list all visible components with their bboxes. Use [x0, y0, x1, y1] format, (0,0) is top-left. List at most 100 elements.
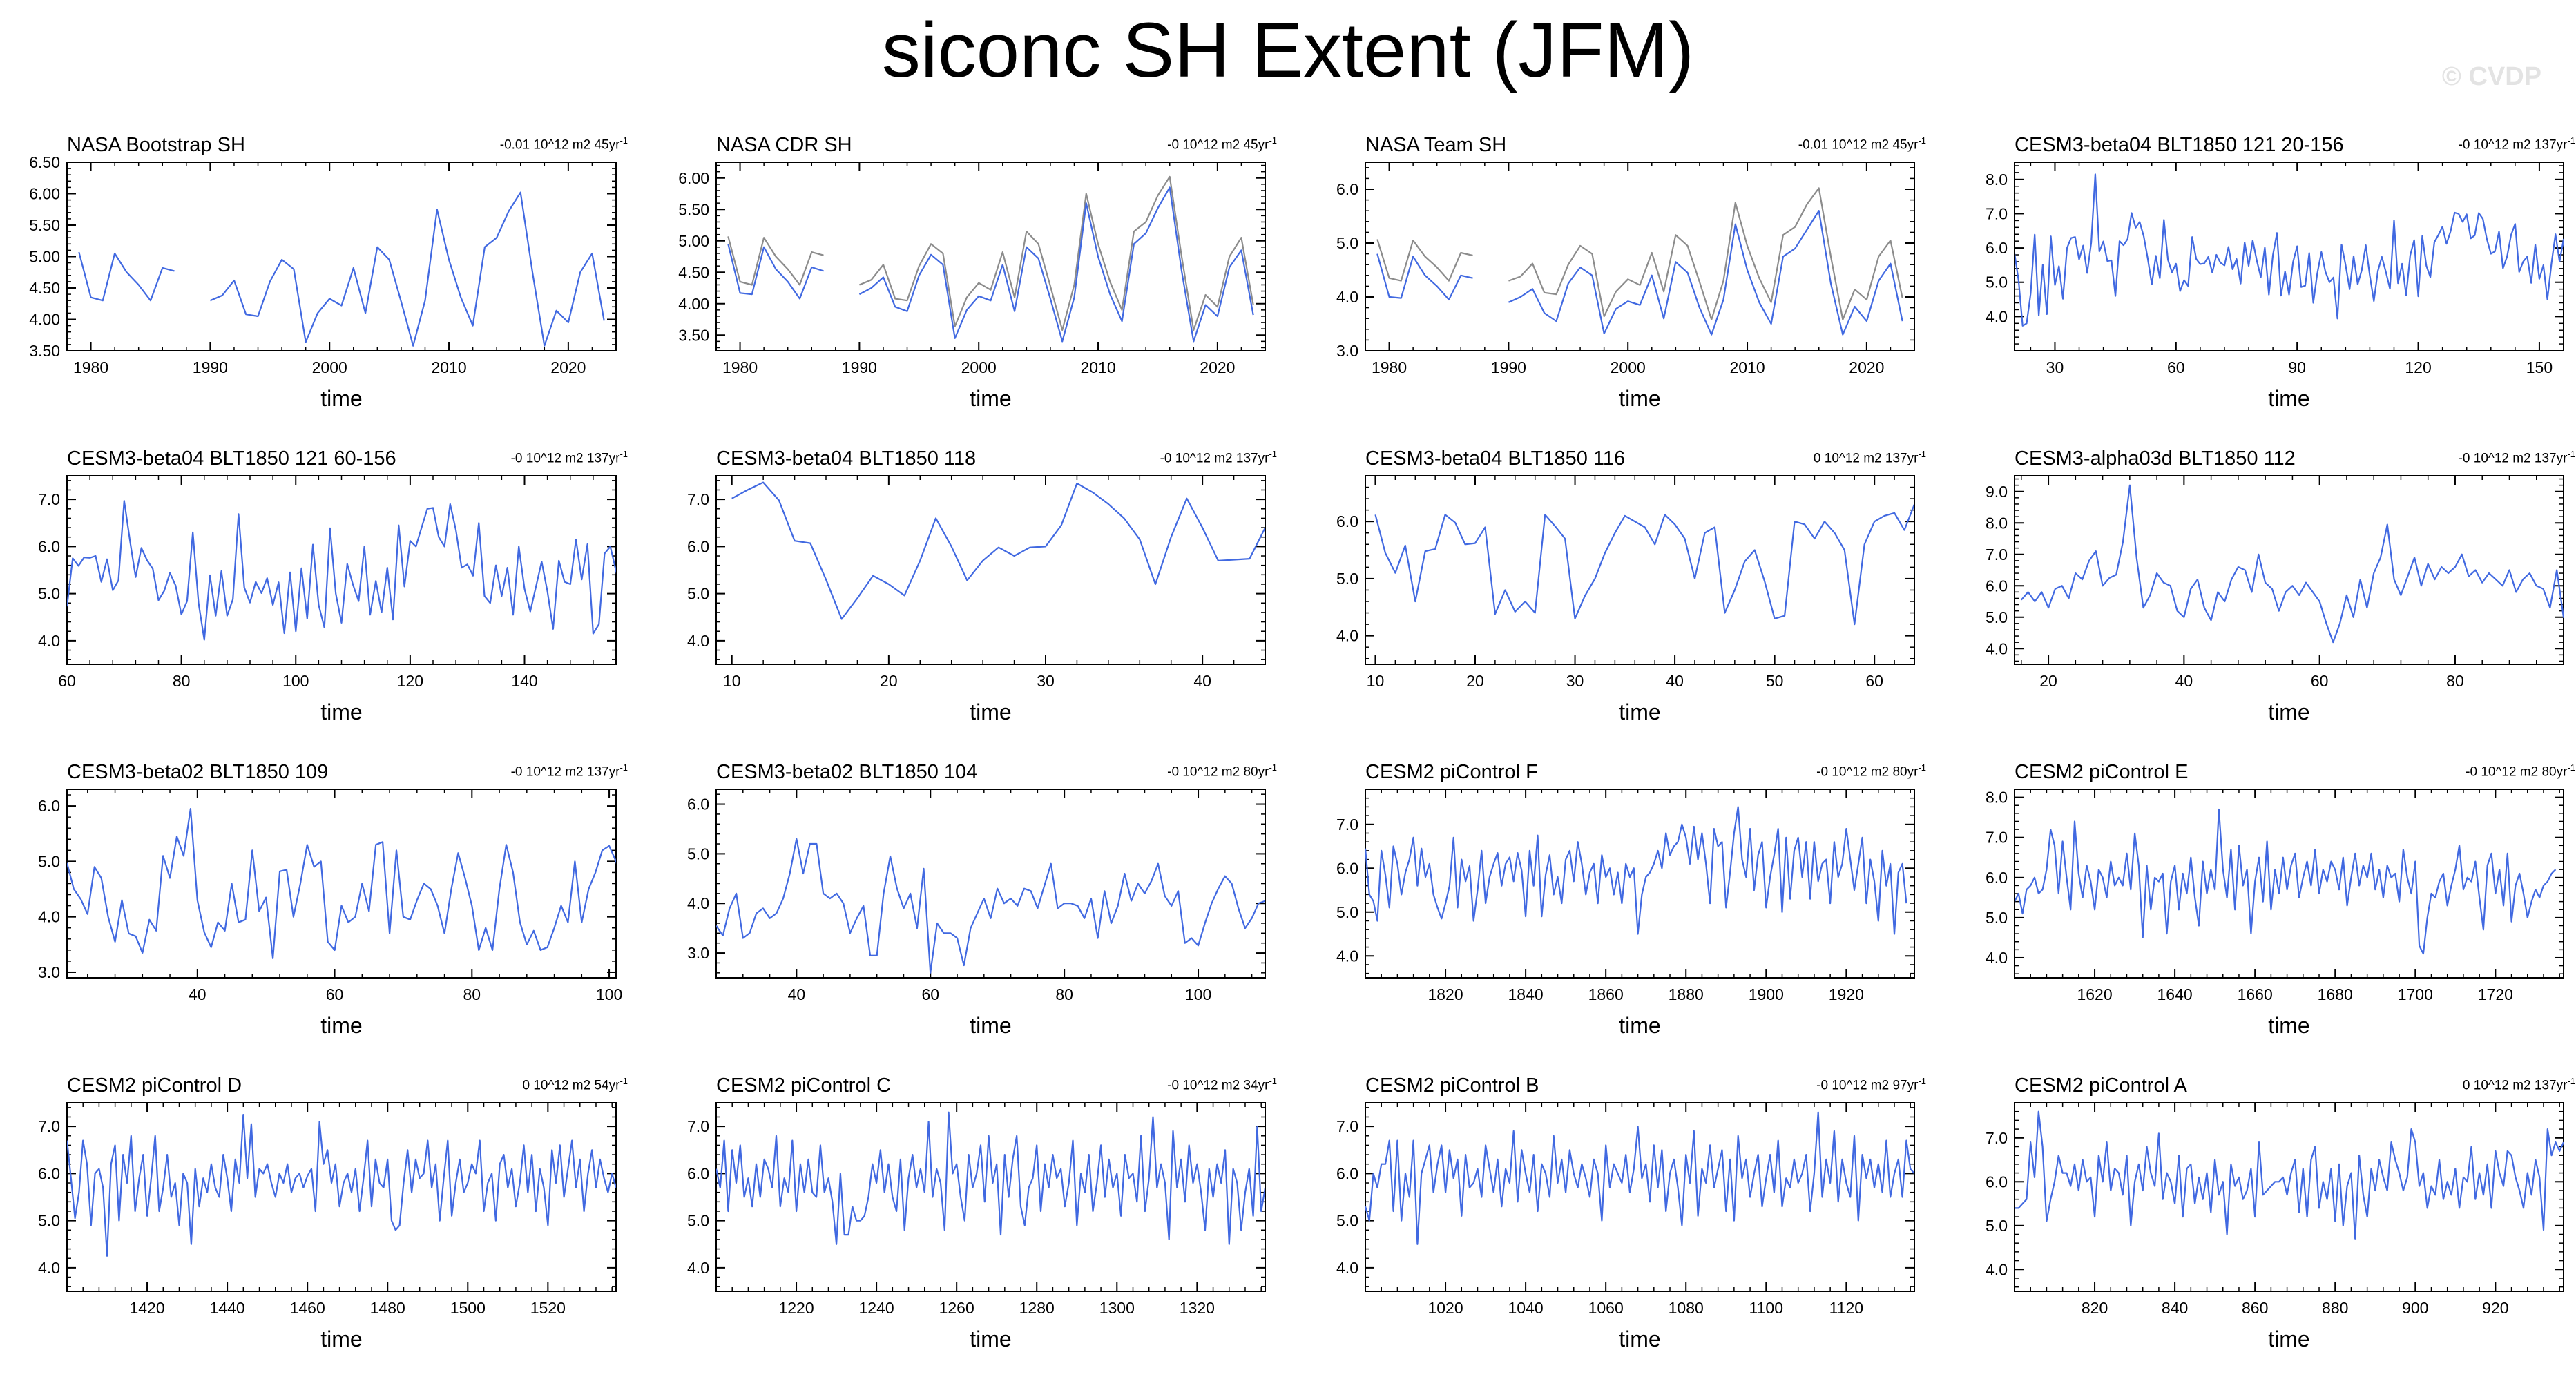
- y-tick-label: 7.0: [1336, 1117, 1358, 1135]
- series-line: [2015, 1110, 2564, 1240]
- x-tick-label: 60: [326, 985, 344, 1003]
- panel-title: CESM3-beta04 BLT1850 121 60-156: [67, 447, 396, 470]
- plot-frame: [66, 475, 617, 665]
- x-axis-label: time: [1619, 1327, 1660, 1351]
- chart-svg: 1020 1040 1060 1080 1100 1120 4.0 5.0 6.0 7.0 time: [1336, 1102, 1915, 1351]
- x-tick-label: 1680: [2318, 985, 2353, 1003]
- x-tick-label: 1060: [1588, 1299, 1624, 1317]
- series-line: [1376, 210, 1903, 336]
- y-tick-label: 4.0: [38, 632, 60, 650]
- plot-frame: [66, 789, 617, 979]
- x-tick-label: 10: [723, 672, 741, 690]
- x-tick-label: 80: [173, 672, 191, 690]
- series-line: [2015, 808, 2557, 955]
- y-tick-label: 5.0: [1336, 234, 1358, 252]
- x-tick-label: 920: [2482, 1299, 2508, 1317]
- x-tick-label: 2010: [431, 358, 466, 376]
- chart-svg: 1220 1240 1260 1280 1300 1320 4.0 5.0 6.0 7.0 time: [687, 1102, 1266, 1351]
- y-tick-label: 3.0: [687, 944, 709, 962]
- y-tick-label: 5.0: [1986, 273, 2008, 291]
- chart-svg: 1620 1640 1660 1680 1700 1720 4.0 5.0 6.0 7.0 8.0 t…: [1986, 789, 2564, 1038]
- plot-frame: [1365, 789, 1915, 979]
- series-line: [78, 191, 605, 347]
- trend-label: -0.01 10^12 m2 45yr-1: [1798, 135, 1926, 153]
- series-line: [2015, 173, 2564, 327]
- y-tick-label: 5.0: [1336, 1212, 1358, 1230]
- x-tick-label: 40: [2175, 672, 2193, 690]
- panel-title: CESM2 piControl A: [2015, 1074, 2187, 1097]
- trend-label: -0 10^12 m2 137yr-1: [2458, 135, 2575, 153]
- panel-title: CESM2 piControl B: [1365, 1074, 1539, 1097]
- trend-label: -0 10^12 m2 137yr-1: [510, 449, 628, 466]
- series-line: [731, 481, 1265, 620]
- x-tick-label: 1980: [73, 358, 108, 376]
- x-tick-label: 1120: [1829, 1299, 1863, 1317]
- x-tick-label: 40: [1666, 672, 1684, 690]
- y-tick-label: 8.0: [1986, 514, 2008, 532]
- x-tick-label: 1460: [290, 1299, 325, 1317]
- y-tick-label: 4.0: [38, 908, 60, 926]
- x-axis-label: time: [320, 700, 362, 724]
- x-tick-label: 60: [2311, 672, 2329, 690]
- series-line: [67, 500, 616, 641]
- y-tick-label: 5.0: [38, 585, 60, 603]
- y-tick-label: 9.0: [1986, 483, 2008, 501]
- y-tick-label: 5.0: [687, 585, 709, 603]
- x-tick-label: 1820: [1428, 985, 1463, 1003]
- y-tick-label: 6.0: [38, 537, 60, 555]
- x-tick-label: 1100: [1749, 1299, 1783, 1317]
- x-tick-label: 820: [2082, 1299, 2108, 1317]
- chart-svg: 40 60 80 100 3.0 4.0 5.0 6.0 time: [38, 789, 622, 1038]
- x-tick-label: 880: [2322, 1299, 2348, 1317]
- x-tick-label: 100: [596, 985, 622, 1003]
- plot-frame: [66, 162, 617, 351]
- x-tick-label: 100: [1185, 985, 1211, 1003]
- chart-svg: 1980 1990 2000 2010 2020 3.50 4.00 4.50 5.00 5.50…: [678, 162, 1266, 411]
- y-tick-label: 6.0: [1336, 180, 1358, 198]
- y-tick-label: 7.0: [1986, 829, 2008, 847]
- y-tick-label: 5.0: [1986, 608, 2008, 626]
- x-tick-label: 50: [1766, 672, 1784, 690]
- y-tick-label: 5.0: [1986, 909, 2008, 927]
- panel-title: CESM3-alpha03d BLT1850 112: [2015, 447, 2296, 470]
- y-tick-label: 6.0: [1336, 1164, 1358, 1182]
- x-tick-label: 900: [2402, 1299, 2428, 1317]
- chart-panel: CESM3-beta04 BLT1850 116 0 10^12 m2 137yr…: [1302, 431, 1945, 755]
- y-tick-label: 4.0: [1986, 639, 2008, 657]
- x-axis-label: time: [2268, 700, 2309, 724]
- series-line: [727, 186, 1254, 343]
- y-tick-label: 5.0: [687, 1212, 709, 1230]
- x-axis-label: time: [1619, 1013, 1660, 1038]
- panel-title: CESM3-beta04 BLT1850 116: [1365, 447, 1626, 470]
- y-tick-label: 7.0: [1986, 546, 2008, 563]
- panel-title: CESM2 piControl F: [1365, 761, 1538, 783]
- x-tick-label: 60: [1865, 672, 1883, 690]
- chart-panel: NASA Bootstrap SH -0.01 10^12 m2 45yr-1 19…: [3, 117, 647, 442]
- x-tick-label: 120: [2405, 358, 2431, 376]
- panel-title: CESM3-beta04 BLT1850 118: [716, 447, 977, 470]
- y-tick-label: 7.0: [1336, 816, 1358, 833]
- y-tick-label: 8.0: [1986, 171, 2008, 189]
- y-tick-label: 4.0: [1336, 288, 1358, 306]
- y-tick-label: 5.50: [29, 216, 60, 234]
- trend-label: 0 10^12 m2 137yr-1: [1813, 449, 1926, 466]
- x-tick-label: 1660: [2238, 985, 2273, 1003]
- x-tick-label: 1920: [1829, 985, 1864, 1003]
- x-tick-label: 10: [1367, 672, 1385, 690]
- plot-frame: [2014, 475, 2564, 665]
- y-tick-label: 4.0: [38, 1259, 60, 1277]
- chart-panel: CESM3-beta02 BLT1850 109 -0 10^12 m2 137y…: [3, 744, 647, 1069]
- chart-panel: CESM2 piControl B -0 10^12 m2 97yr-1 1020 1…: [1302, 1058, 1945, 1382]
- x-tick-label: 1840: [1508, 985, 1544, 1003]
- x-tick-label: 150: [2526, 358, 2553, 376]
- x-tick-label: 1080: [1669, 1299, 1704, 1317]
- trend-label: -0 10^12 m2 45yr-1: [1167, 135, 1277, 153]
- x-tick-label: 1260: [939, 1299, 974, 1317]
- trend-label: 0 10^12 m2 54yr-1: [522, 1076, 628, 1093]
- panel-title: CESM3-beta04 BLT1850 121 20-156: [2015, 134, 2344, 156]
- y-tick-label: 4.50: [29, 279, 60, 297]
- x-tick-label: 2000: [312, 358, 347, 376]
- x-axis-label: time: [320, 386, 362, 411]
- x-tick-label: 2010: [1080, 358, 1115, 376]
- x-axis-label: time: [2268, 1013, 2309, 1038]
